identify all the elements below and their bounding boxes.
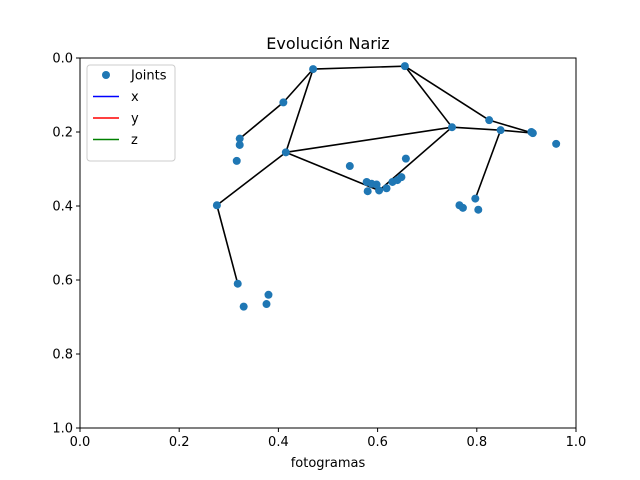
joint-point-31 (262, 300, 271, 309)
joint-point-10 (235, 140, 244, 149)
joint-point-5 (496, 126, 505, 135)
x-tick-label-4: 0.8 (466, 435, 487, 450)
joint-point-26 (458, 203, 467, 212)
x-tick-label-5: 1.0 (566, 435, 587, 450)
legend-label-2: y (131, 112, 139, 127)
joint-point-21 (382, 184, 391, 193)
x-axis-title: fotogramas (291, 456, 366, 471)
connections-layer (216, 65, 534, 284)
joint-point-24 (471, 194, 480, 203)
y-tick-label-3: 0.6 (52, 274, 73, 289)
legend-label-3: z (131, 133, 138, 148)
connection-line-1 (282, 68, 314, 103)
joint-point-30 (264, 290, 273, 299)
joint-point-0 (309, 65, 318, 74)
connection-line-14 (216, 205, 239, 284)
joint-point-13 (401, 154, 410, 163)
joint-point-27 (474, 205, 483, 214)
legend-label-0: Joints (130, 69, 167, 84)
legend: Joints xyz (86, 64, 176, 162)
joint-point-4 (448, 123, 456, 132)
y-tick-label-1: 0.2 (52, 126, 73, 141)
joint-point-1 (400, 62, 409, 71)
legend-label-1: x (131, 90, 139, 105)
x-tick-label-3: 0.6 (367, 435, 388, 450)
connection-line-4 (404, 65, 490, 121)
y-tick-label-5: 1.0 (52, 422, 73, 437)
joint-point-32 (239, 302, 248, 311)
connection-line-3 (285, 68, 314, 153)
x-axis: 0.0 0.2 0.4 0.6 0.8 1.0 (70, 428, 587, 450)
connection-line-9 (474, 129, 502, 199)
chart-title: Evolución Nariz (266, 34, 389, 53)
x-tick-label-1: 0.2 (169, 435, 190, 450)
y-tick-label-4: 0.8 (52, 348, 73, 363)
joint-point-20 (397, 173, 406, 182)
joint-point-11 (281, 148, 290, 157)
joint-point-14 (345, 162, 354, 171)
y-tick-label-2: 0.4 (52, 200, 73, 215)
connection-line-2 (313, 65, 405, 70)
joint-point-3 (485, 116, 494, 125)
connection-line-6 (404, 65, 453, 128)
x-tick-label-2: 0.4 (268, 435, 289, 450)
joint-point-8 (552, 139, 561, 148)
points-layer (212, 62, 561, 311)
joint-point-22 (375, 186, 384, 195)
connection-line-0 (239, 101, 284, 140)
connection-line-5 (488, 119, 534, 134)
connection-line-10 (285, 126, 453, 154)
legend-marker-0 (102, 71, 110, 79)
joint-point-12 (232, 156, 241, 165)
y-tick-label-0: 0.0 (52, 52, 73, 67)
legend-box (86, 64, 176, 162)
joint-point-7 (528, 129, 537, 138)
joint-point-2 (279, 98, 288, 107)
x-tick-label-0: 0.0 (70, 435, 91, 450)
joint-point-23 (363, 187, 372, 196)
y-axis: 0.0 0.2 0.4 0.6 0.8 1.0 (52, 52, 80, 437)
joint-point-28 (212, 201, 221, 210)
joint-point-29 (233, 279, 242, 288)
joint-point-9 (235, 134, 244, 143)
plot-frame (79, 57, 577, 429)
connection-line-13 (216, 151, 287, 206)
connection-line-7 (451, 126, 501, 131)
